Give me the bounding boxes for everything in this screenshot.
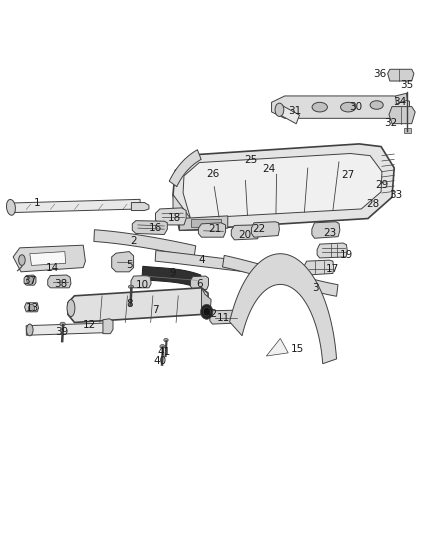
Ellipse shape <box>27 324 33 336</box>
Polygon shape <box>131 276 151 288</box>
Text: 5: 5 <box>126 261 133 270</box>
Circle shape <box>203 308 210 316</box>
Text: 23: 23 <box>323 229 336 238</box>
Polygon shape <box>210 310 240 324</box>
Polygon shape <box>103 319 113 334</box>
Text: 34: 34 <box>393 98 406 107</box>
Text: 14: 14 <box>46 263 59 272</box>
Text: 38: 38 <box>54 279 67 288</box>
Ellipse shape <box>275 103 284 117</box>
Polygon shape <box>266 338 288 356</box>
Text: 39: 39 <box>56 327 69 336</box>
Polygon shape <box>68 288 208 322</box>
Text: 16: 16 <box>149 223 162 232</box>
Polygon shape <box>198 223 226 237</box>
Text: 35: 35 <box>400 80 413 90</box>
Ellipse shape <box>164 338 168 342</box>
Polygon shape <box>155 208 186 225</box>
Text: 15: 15 <box>291 344 304 353</box>
Text: 13: 13 <box>26 303 39 313</box>
Polygon shape <box>173 144 394 230</box>
Text: 20: 20 <box>239 230 252 240</box>
Polygon shape <box>132 221 167 235</box>
Polygon shape <box>183 154 382 219</box>
Text: 4: 4 <box>198 255 205 265</box>
Text: 8: 8 <box>126 299 133 309</box>
Ellipse shape <box>128 285 134 288</box>
Text: 18: 18 <box>168 213 181 223</box>
Polygon shape <box>26 323 107 335</box>
Text: 30: 30 <box>349 102 362 111</box>
Text: 42: 42 <box>205 310 218 319</box>
Text: 22: 22 <box>253 224 266 233</box>
Circle shape <box>28 304 35 312</box>
Text: 9: 9 <box>170 269 177 278</box>
Polygon shape <box>24 275 36 285</box>
Text: 1: 1 <box>34 198 41 207</box>
Polygon shape <box>279 106 300 124</box>
Polygon shape <box>396 93 407 104</box>
Polygon shape <box>272 96 410 118</box>
Polygon shape <box>13 245 85 272</box>
Polygon shape <box>231 225 259 240</box>
Text: 27: 27 <box>342 170 355 180</box>
Text: 33: 33 <box>389 190 402 199</box>
Polygon shape <box>230 254 336 364</box>
Polygon shape <box>25 303 39 312</box>
Text: 2: 2 <box>130 236 137 246</box>
Text: 40: 40 <box>153 357 166 366</box>
Text: 28: 28 <box>367 199 380 208</box>
Text: 3: 3 <box>312 283 319 293</box>
Text: 32: 32 <box>385 118 398 127</box>
Text: 21: 21 <box>208 224 221 233</box>
Polygon shape <box>169 150 201 187</box>
Polygon shape <box>317 243 347 258</box>
Polygon shape <box>304 260 334 275</box>
Text: 25: 25 <box>244 156 257 165</box>
Ellipse shape <box>160 345 165 349</box>
Ellipse shape <box>7 199 15 215</box>
Text: 26: 26 <box>207 169 220 179</box>
Ellipse shape <box>341 102 356 112</box>
Polygon shape <box>312 222 340 238</box>
Polygon shape <box>180 216 228 230</box>
Polygon shape <box>223 255 338 296</box>
Polygon shape <box>155 251 246 272</box>
Bar <box>404 128 411 133</box>
Polygon shape <box>251 222 279 237</box>
Text: 31: 31 <box>288 106 301 116</box>
Polygon shape <box>389 107 415 124</box>
Text: 41: 41 <box>158 347 171 357</box>
Ellipse shape <box>18 255 25 265</box>
Text: 37: 37 <box>23 277 36 286</box>
Polygon shape <box>191 276 208 289</box>
Text: 24: 24 <box>263 164 276 174</box>
Text: 12: 12 <box>83 320 96 330</box>
Polygon shape <box>173 195 199 230</box>
Ellipse shape <box>370 101 383 109</box>
Text: 17: 17 <box>325 264 339 273</box>
Polygon shape <box>201 288 211 314</box>
Ellipse shape <box>67 300 75 317</box>
Polygon shape <box>94 230 196 257</box>
Bar <box>191 219 221 227</box>
Ellipse shape <box>60 322 65 326</box>
Polygon shape <box>142 266 201 288</box>
Text: 19: 19 <box>340 250 353 260</box>
Text: 36: 36 <box>373 69 386 78</box>
Text: 6: 6 <box>196 279 203 288</box>
Polygon shape <box>30 252 66 265</box>
Text: 7: 7 <box>152 305 159 315</box>
Text: 10: 10 <box>136 280 149 289</box>
Polygon shape <box>112 252 134 272</box>
Polygon shape <box>131 203 149 211</box>
Ellipse shape <box>312 102 328 112</box>
Circle shape <box>201 304 213 319</box>
Polygon shape <box>9 199 140 213</box>
Circle shape <box>27 276 34 285</box>
Polygon shape <box>48 275 71 288</box>
Text: 29: 29 <box>375 181 389 190</box>
Text: 11: 11 <box>217 313 230 322</box>
Polygon shape <box>388 69 414 81</box>
